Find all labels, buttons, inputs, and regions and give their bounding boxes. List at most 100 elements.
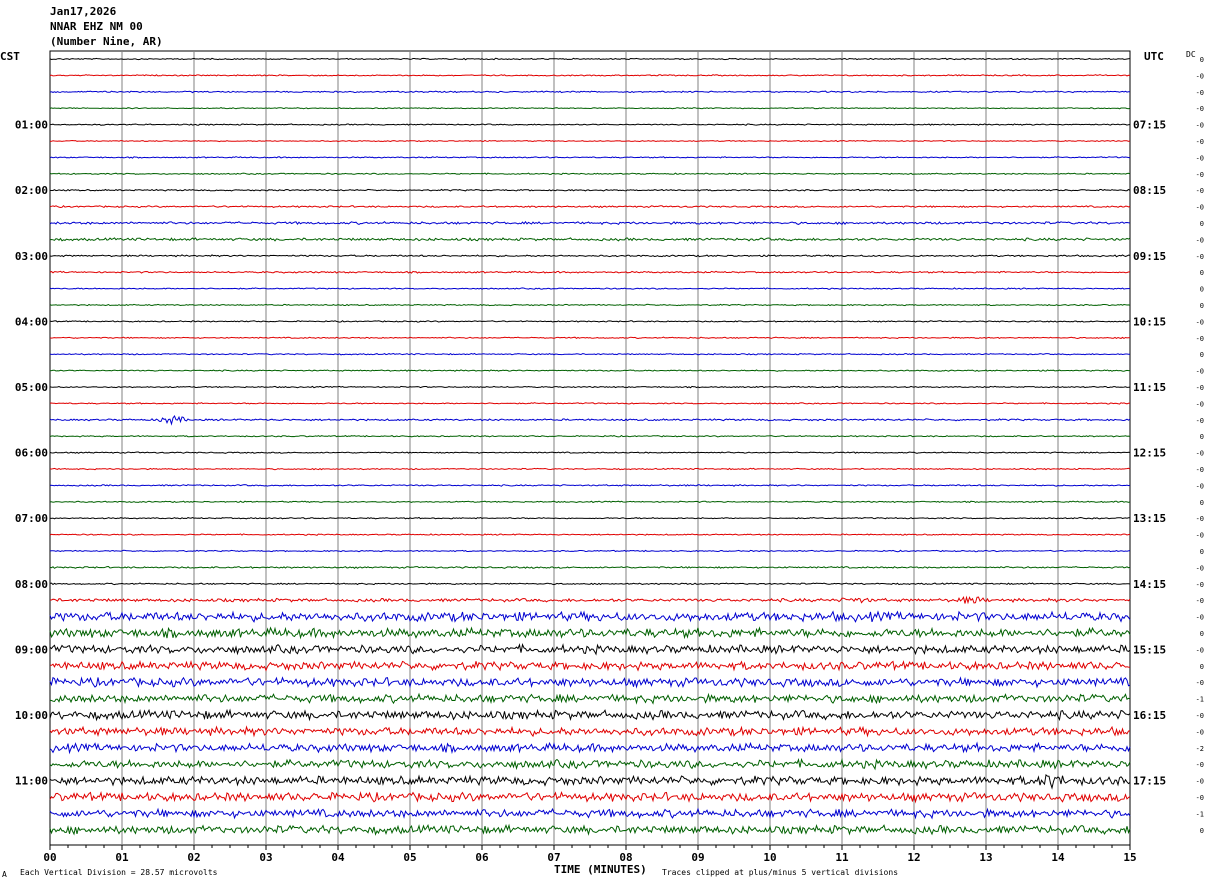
x-axis-label: TIME (MINUTES) <box>554 863 647 876</box>
dc-offset-label: 0 <box>1200 351 1204 359</box>
cst-hour-label: 09:00 <box>15 643 48 656</box>
trace-1 <box>49 57 1131 61</box>
dc-offset-label: -1 <box>1196 810 1204 818</box>
dc-offset-label: -0 <box>1196 89 1204 97</box>
dc-offset-label: -0 <box>1196 466 1204 474</box>
dc-offset-label: -0 <box>1196 778 1204 786</box>
trace-26 <box>49 467 1131 471</box>
dc-offset-label: -0 <box>1196 417 1204 425</box>
x-tick-label: 13 <box>979 851 992 864</box>
trace-28 <box>49 500 1131 504</box>
x-tick-label: 04 <box>331 851 345 864</box>
dc-label: DC <box>1186 50 1196 59</box>
trace-37 <box>49 643 1131 656</box>
dc-offset-label: -0 <box>1196 171 1204 179</box>
trace-40 <box>49 692 1131 705</box>
dc-offset-label: -0 <box>1196 368 1204 376</box>
trace-14 <box>49 270 1131 274</box>
corner-mark: A <box>2 870 7 879</box>
cst-hour-label: 03:00 <box>15 250 48 263</box>
trace-25 <box>49 451 1131 454</box>
dc-offset-label: -0 <box>1196 646 1204 654</box>
dc-offset-label: -0 <box>1196 154 1204 162</box>
x-tick-label: 14 <box>1051 851 1065 864</box>
x-tick-label: 09 <box>691 851 704 864</box>
scale-note: Each Vertical Division = 28.57 microvolt… <box>20 868 218 877</box>
dc-offset-label: -0 <box>1196 400 1204 408</box>
dc-offset-label: -2 <box>1196 745 1204 753</box>
trace-42 <box>49 725 1131 738</box>
cst-hour-label: 07:00 <box>15 512 48 525</box>
utc-hour-label: 14:15 <box>1133 578 1166 591</box>
trace-19 <box>49 352 1131 356</box>
dc-offset-label: -0 <box>1196 105 1204 113</box>
x-tick-label: 02 <box>187 851 200 864</box>
cst-hour-label: 05:00 <box>15 381 48 394</box>
x-tick-label: 08 <box>619 851 632 864</box>
utc-hour-label: 11:15 <box>1133 381 1166 394</box>
utc-hour-label: 13:15 <box>1133 512 1166 525</box>
trace-36 <box>49 626 1131 640</box>
trace-4 <box>49 107 1131 110</box>
x-tick-label: 10 <box>763 851 776 864</box>
cst-hour-label: 10:00 <box>15 709 48 722</box>
trace-10 <box>49 204 1131 209</box>
dc-offset-label: -0 <box>1196 72 1204 80</box>
trace-46 <box>49 791 1131 804</box>
trace-32 <box>49 565 1131 569</box>
dc-offset-label: 0 <box>1200 433 1204 441</box>
utc-hour-label: 07:15 <box>1133 119 1166 132</box>
trace-22 <box>49 402 1131 405</box>
dc-offset-label: 0 <box>1200 548 1204 556</box>
trace-17 <box>49 320 1131 323</box>
plot-frame <box>49 50 1131 846</box>
trace-20 <box>49 369 1130 372</box>
dc-offset-label: -0 <box>1196 253 1204 261</box>
utc-hour-label: 17:15 <box>1133 775 1166 788</box>
trace-2 <box>49 74 1131 77</box>
trace-27 <box>49 484 1131 487</box>
cst-hour-label: 04:00 <box>15 315 48 328</box>
dc-offset-label: -0 <box>1196 581 1204 589</box>
trace-47 <box>49 807 1131 820</box>
x-tick-label: 12 <box>907 851 920 864</box>
trace-38 <box>50 659 1131 672</box>
station-label: NNAR EHZ NM 00 <box>50 20 143 33</box>
dc-offset-label: -0 <box>1196 384 1204 392</box>
location-label: (Number Nine, AR) <box>50 35 163 48</box>
trace-23 <box>49 414 1131 426</box>
trace-33 <box>49 582 1131 586</box>
dc-offset-label: 0 <box>1200 630 1204 638</box>
dc-offset-label: -0 <box>1196 712 1204 720</box>
x-tick-label: 11 <box>835 851 849 864</box>
cst-hour-label: 08:00 <box>15 578 48 591</box>
dc-offset-label: -0 <box>1196 318 1204 326</box>
trace-35 <box>49 610 1131 623</box>
dc-offset-label: -0 <box>1196 597 1204 605</box>
trace-18 <box>49 336 1130 340</box>
dc-offset-label: -0 <box>1196 761 1204 769</box>
trace-24 <box>49 434 1131 438</box>
dc-offset-label: 0 <box>1200 499 1204 507</box>
x-tick-label: 06 <box>475 851 489 864</box>
date-label: Jan17,2026 <box>50 5 117 18</box>
dc-offset-label: -0 <box>1196 728 1204 736</box>
trace-15 <box>49 287 1131 290</box>
utc-hour-label: 10:15 <box>1133 315 1166 328</box>
x-tick-label: 03 <box>259 851 272 864</box>
trace-31 <box>49 549 1131 553</box>
utc-hour-label: 08:15 <box>1133 184 1166 197</box>
dc-offset-label: -0 <box>1196 450 1204 458</box>
dc-offset-label: -0 <box>1196 614 1204 622</box>
x-tick-label: 01 <box>115 851 129 864</box>
dc-offset-label: -0 <box>1196 564 1204 572</box>
utc-hour-label: 16:15 <box>1133 709 1166 722</box>
x-tick-label: 05 <box>403 851 416 864</box>
dc-offset-label: 0 <box>1200 56 1204 64</box>
dc-offset-label: -0 <box>1196 204 1204 212</box>
cst-hour-label: 06:00 <box>15 447 48 460</box>
trace-8 <box>49 172 1131 176</box>
trace-29 <box>49 516 1130 520</box>
utc-hour-label: 09:15 <box>1133 250 1166 263</box>
